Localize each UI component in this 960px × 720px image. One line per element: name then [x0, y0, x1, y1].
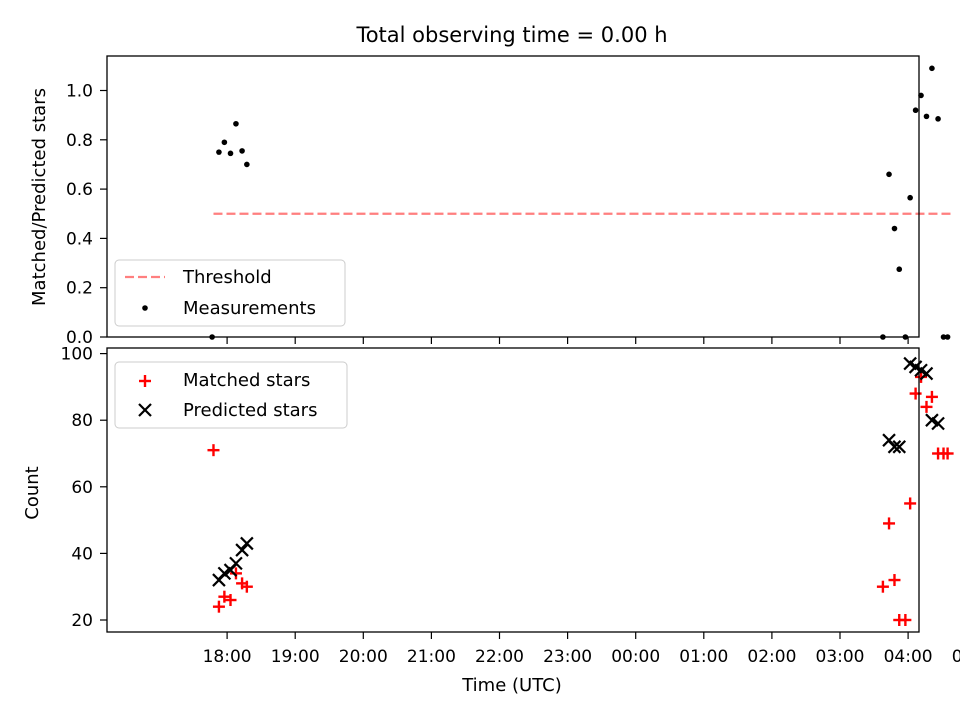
matched-star-point	[920, 400, 933, 413]
top-legend: Threshold Measurements	[114, 259, 346, 327]
bottom-legend: Matched stars Predicted stars	[114, 361, 348, 429]
predicted-star-point	[887, 440, 902, 454]
bottom-y-tick-label: 100	[61, 345, 93, 365]
top-y-tick-label: 0.0	[66, 328, 93, 348]
measurement-point	[940, 334, 947, 340]
bottom-x-tick-label: 04:00	[884, 647, 933, 667]
bottom-x-tick-label: 01:00	[679, 647, 728, 667]
predicted-star-point	[240, 536, 254, 551]
legend-predicted-label: Predicted stars	[183, 400, 317, 421]
predicted-star-point	[919, 366, 934, 381]
bottom-legend-box	[114, 361, 348, 429]
top-y-tick-label: 0.6	[66, 180, 93, 200]
measurement-point	[929, 65, 935, 72]
predicted-stars-points	[212, 356, 945, 587]
legend-measurements-swatch	[142, 305, 148, 311]
bottom-x-tick-label: 21:00	[407, 647, 456, 667]
bottom-x-tick-label: 18:00	[203, 647, 252, 667]
top-y-tick-label: 0.8	[66, 131, 93, 151]
bottom-x-tick-label: 00:00	[611, 647, 660, 667]
bottom-y-tick-label: 80	[71, 411, 93, 431]
matched-star-point	[876, 580, 889, 593]
matched-star-point	[240, 580, 253, 593]
measurement-point	[227, 150, 234, 157]
bottom-panel: Count Time (UTC) 20 40 60 80 100 18:00 19:00 2…	[22, 345, 960, 696]
bottom-plot-frame	[106, 347, 920, 633]
matched-star-point	[212, 600, 225, 613]
top-y-tick-label: 1.0	[66, 82, 93, 102]
matched-star-point	[207, 444, 220, 457]
matched-star-point	[904, 497, 917, 510]
top-plot-frame	[106, 55, 920, 338]
top-panel: Total observing time = 0.00 h Matched/Pr…	[29, 23, 952, 348]
matched-star-point	[941, 447, 954, 460]
top-y-ticks: 0.0 0.2 0.4 0.6 0.8 1.0	[66, 82, 107, 348]
measurement-point	[886, 171, 892, 178]
matched-star-point	[218, 590, 231, 603]
measurement-point	[935, 116, 941, 122]
matched-star-point	[925, 390, 938, 403]
bottom-x-tick-label: 22:00	[475, 647, 524, 667]
top-legend-box	[114, 259, 346, 327]
top-y-tick-label: 0.4	[66, 229, 93, 249]
measurement-point	[216, 149, 222, 155]
legend-matched-swatch	[139, 375, 151, 387]
measurement-point	[923, 113, 930, 120]
bottom-x-tick-label: 03:00	[816, 647, 865, 667]
measurement-points	[209, 65, 951, 340]
legend-measurements-label: Measurements	[183, 298, 316, 319]
predicted-star-point	[235, 543, 249, 557]
measurement-point	[244, 161, 250, 168]
legend-threshold-label: Threshold	[182, 267, 272, 288]
measurement-point	[907, 194, 913, 201]
matched-star-point	[899, 614, 912, 626]
legend-predicted-swatch	[138, 403, 152, 417]
top-y-tick-label: 0.2	[66, 279, 93, 299]
bottom-x-tick-label: 02:00	[747, 647, 796, 667]
bottom-x-tick-label: 19:00	[271, 647, 320, 667]
predicted-star-point	[229, 556, 243, 571]
measurement-point	[233, 120, 239, 127]
top-x-ticks	[226, 337, 909, 344]
matched-star-point	[229, 567, 242, 580]
bottom-x-tick-label: 20:00	[339, 647, 388, 667]
matched-stars-points	[207, 370, 954, 626]
bottom-x-ticks: 18:00 19:00 20:00 21:00 22:00 23:00 00:00 01:00…	[203, 632, 960, 667]
measurement-point	[891, 225, 898, 232]
bottom-x-tick-label: 23:00	[543, 647, 592, 667]
legend-matched-label: Matched stars	[183, 370, 310, 391]
measurement-point	[896, 266, 903, 273]
bottom-y-ticks: 20 40 60 80 100	[61, 345, 107, 631]
predicted-star-point	[931, 416, 945, 431]
top-y-axis-label: Matched/Predicted stars	[29, 88, 50, 306]
matched-star-point	[224, 594, 237, 607]
measurement-point	[944, 334, 951, 340]
bottom-y-tick-label: 20	[71, 611, 93, 631]
chart-title: Total observing time = 0.00 h	[355, 23, 667, 47]
bottom-y-axis-label: Count	[22, 466, 43, 519]
predicted-star-point	[892, 440, 907, 454]
bottom-y-tick-label: 40	[71, 544, 93, 564]
measurement-point	[221, 139, 228, 146]
x-axis-label: Time (UTC)	[461, 675, 562, 696]
matched-star-point	[883, 517, 896, 530]
measurement-point	[912, 107, 919, 114]
measurement-point	[239, 148, 245, 154]
bottom-x-tick-label: 05:00	[952, 647, 960, 667]
matched-star-point	[888, 574, 901, 587]
bottom-y-tick-label: 60	[71, 478, 93, 498]
